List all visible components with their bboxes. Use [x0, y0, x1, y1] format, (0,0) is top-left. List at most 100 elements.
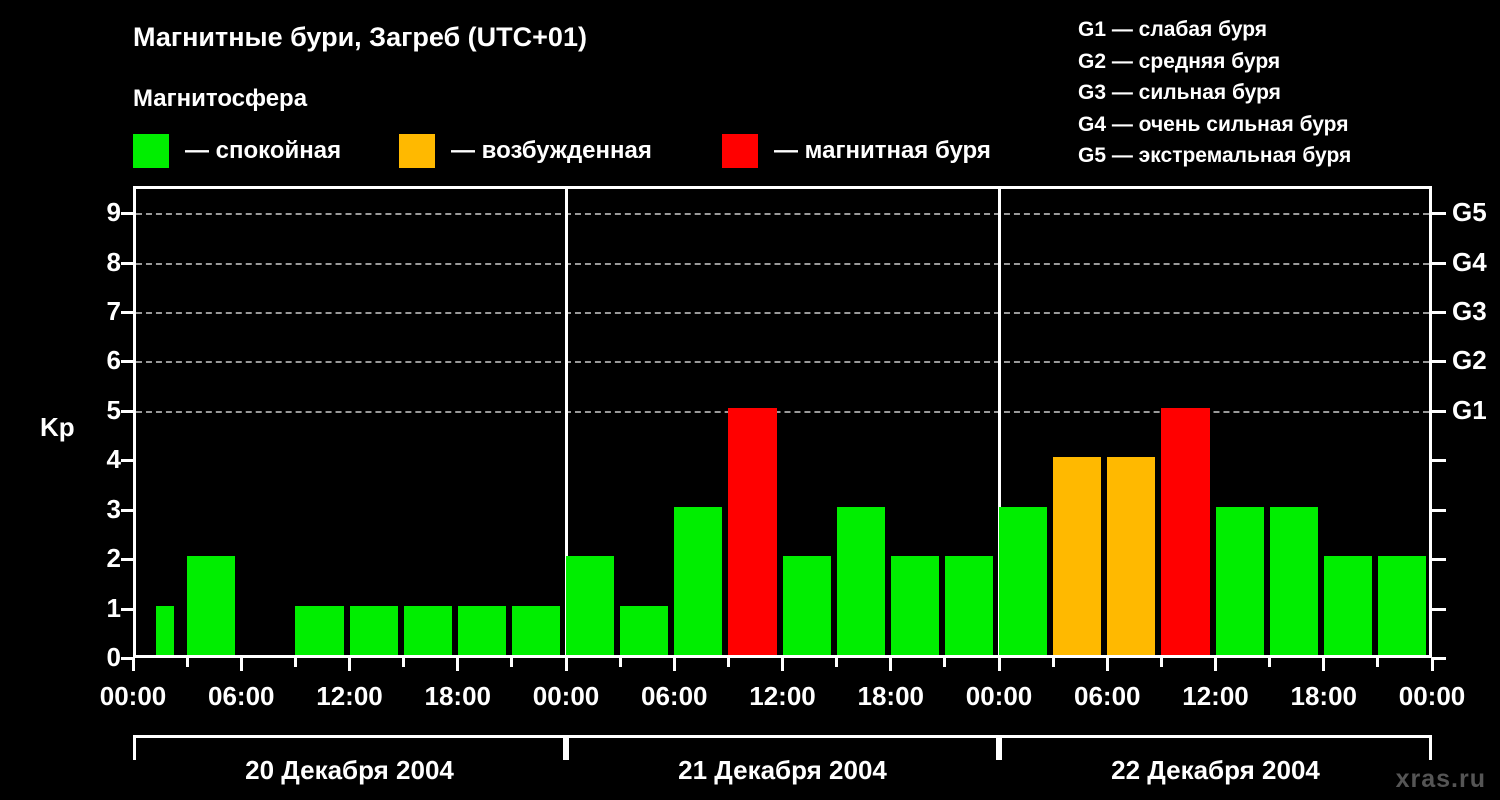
bar — [457, 605, 506, 655]
g-tick-mark — [1432, 409, 1446, 413]
day-bracket — [133, 735, 566, 760]
gridline-kp-8 — [136, 262, 1429, 265]
bar — [1215, 506, 1264, 655]
y-tick-mark — [121, 311, 133, 315]
legend-item-1: — возбужденная — [399, 133, 652, 169]
g-scale-line-3: G3 — сильная буря — [1078, 81, 1281, 104]
bar — [295, 605, 344, 655]
bar — [782, 556, 831, 655]
x-tick-mark — [1430, 658, 1434, 671]
plot-area — [133, 186, 1432, 658]
legend-item-2: — магнитная буря — [722, 133, 991, 169]
legend-label: — возбужденная — [451, 137, 652, 164]
bar — [836, 506, 885, 655]
bar — [1269, 506, 1318, 655]
bar — [999, 506, 1048, 655]
day-bracket — [566, 735, 999, 760]
x-tick-label: 00:00 — [99, 681, 167, 711]
gridline-kp-7 — [136, 312, 1429, 315]
x-tick-mark — [672, 658, 676, 671]
legend-label: — магнитная буря — [774, 137, 991, 164]
bar — [1323, 556, 1372, 655]
g-scale-line-1: G1 — слабая буря — [1078, 18, 1268, 41]
x-tick-mark — [348, 658, 351, 671]
x-tick-label: 06:00 — [1074, 681, 1141, 711]
y-tick-mark — [121, 657, 133, 660]
x-tick-mark — [726, 658, 730, 667]
x-tick-mark — [1322, 658, 1326, 671]
x-tick-mark — [185, 658, 189, 667]
g-tick-mark — [1432, 607, 1446, 611]
x-tick-label: 00:00 — [1398, 681, 1466, 711]
x-tick-label: 00:00 — [532, 681, 600, 711]
y-tick-label-2: 2 — [106, 543, 121, 574]
bar — [620, 605, 669, 655]
g-scale-legend: G1 — слабая буря G2 — средняя буря G3 — си… — [1078, 14, 1351, 172]
x-tick-mark — [618, 658, 622, 667]
x-tick-mark — [1268, 658, 1272, 667]
g-tick-label-G2: G2 — [1452, 345, 1487, 376]
x-tick-label: 00:00 — [965, 681, 1033, 711]
bar — [1107, 457, 1156, 655]
x-tick-mark — [835, 658, 839, 667]
g-tick-label-G4: G4 — [1452, 246, 1487, 277]
bar — [944, 556, 993, 655]
y-axis-title: Kp — [40, 412, 75, 442]
y-tick-mark — [121, 409, 133, 413]
x-tick-mark — [402, 658, 406, 667]
g-tick-mark — [1432, 212, 1446, 216]
gridline-kp-6 — [136, 361, 1429, 364]
gridline-kp-9 — [136, 213, 1429, 216]
bar — [728, 407, 777, 655]
day-label: 21 Декабря 2004 — [678, 755, 887, 785]
x-tick-label: 12:00 — [1182, 681, 1249, 711]
legend-swatch-icon — [722, 134, 758, 168]
g-tick-label-G1: G1 — [1452, 394, 1487, 425]
bar — [890, 556, 939, 655]
bar — [1161, 407, 1210, 655]
x-tick-mark — [1376, 658, 1380, 667]
g-tick-mark — [1432, 311, 1446, 315]
bar — [155, 605, 174, 655]
g-tick-mark — [1432, 261, 1446, 265]
x-tick-mark — [293, 658, 297, 667]
bar — [187, 556, 236, 655]
g-tick-mark — [1432, 657, 1446, 660]
bar — [674, 506, 723, 655]
x-tick-label: 06:00 — [208, 681, 275, 711]
g-scale-line-5: G5 — экстремальная буря — [1078, 144, 1352, 167]
g-tick-label-G5: G5 — [1452, 197, 1487, 228]
g-tick-mark — [1432, 508, 1446, 512]
bar — [566, 556, 615, 655]
bar — [349, 605, 398, 655]
x-tick-mark — [564, 658, 568, 671]
x-tick-mark — [456, 658, 460, 671]
y-tick-label-8: 8 — [106, 246, 121, 277]
magnetosphere-heading: Магнитосфера — [133, 85, 308, 112]
x-tick-mark — [1051, 658, 1055, 667]
x-tick-mark — [1214, 658, 1217, 671]
g-tick-mark — [1432, 558, 1446, 562]
x-tick-mark — [510, 658, 514, 667]
x-tick-label: 18:00 — [424, 681, 492, 711]
bar — [1377, 556, 1426, 655]
x-tick-mark — [781, 658, 784, 671]
x-tick-label: 18:00 — [1290, 681, 1358, 711]
day-separator — [997, 189, 1001, 655]
watermark: xras.ru — [1395, 765, 1486, 793]
day-label: 20 Декабря 2004 — [245, 755, 454, 785]
x-tick-label: 06:00 — [641, 681, 708, 711]
g-tick-mark — [1432, 459, 1446, 463]
x-tick-mark — [131, 658, 135, 671]
y-tick-label-7: 7 — [106, 296, 121, 327]
y-tick-label-1: 1 — [106, 592, 121, 623]
y-tick-mark — [121, 261, 133, 265]
x-tick-mark — [943, 658, 947, 667]
x-tick-mark — [997, 658, 1001, 671]
y-tick-mark — [121, 459, 133, 463]
y-tick-label-5: 5 — [106, 394, 121, 425]
day-separator — [564, 189, 568, 655]
day-bracket — [999, 735, 1432, 760]
x-tick-mark — [889, 658, 893, 671]
